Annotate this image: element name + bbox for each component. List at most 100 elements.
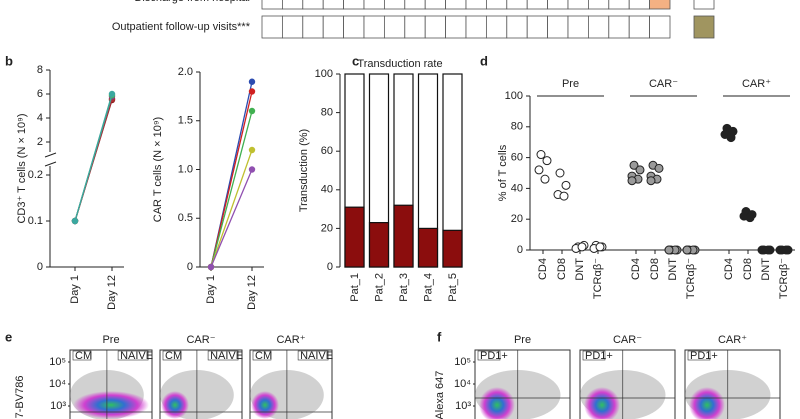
x-tick-label: CD4 bbox=[537, 258, 549, 280]
plot-title: CAR⁺ bbox=[718, 334, 747, 346]
x-tick-label: Pat_5 bbox=[447, 273, 459, 302]
point bbox=[71, 217, 79, 225]
point bbox=[248, 88, 256, 95]
y-tick-label: 20 bbox=[321, 222, 333, 234]
table-cell bbox=[506, 0, 528, 10]
gate-box bbox=[117, 350, 149, 361]
point bbox=[559, 191, 569, 201]
gate-label: PD1+ bbox=[480, 350, 508, 362]
group-label: CAR⁻ bbox=[649, 78, 678, 90]
table-cell bbox=[588, 15, 610, 39]
table-cell bbox=[506, 15, 528, 39]
plot-title: Pre bbox=[514, 334, 531, 346]
point bbox=[654, 163, 664, 173]
density bbox=[689, 387, 725, 419]
table-cell bbox=[281, 15, 304, 39]
table-cell bbox=[588, 0, 610, 10]
point bbox=[555, 168, 565, 178]
y-axis-label: 27-BV786 bbox=[14, 376, 26, 419]
table-cell bbox=[322, 0, 345, 10]
point bbox=[561, 180, 571, 190]
x-tick-label: Pat_2 bbox=[373, 273, 385, 302]
axis-break bbox=[44, 152, 57, 158]
point bbox=[577, 242, 587, 252]
table-cell bbox=[302, 15, 324, 39]
y-tick-label: 10³ bbox=[50, 400, 66, 412]
table-cell bbox=[465, 15, 487, 39]
point bbox=[540, 174, 550, 184]
density bbox=[584, 387, 620, 419]
y-tick-label: 6 bbox=[37, 88, 43, 100]
x-tick-label: Day 1 bbox=[69, 275, 81, 304]
y-tick-label: 10³ bbox=[455, 400, 471, 412]
table-cell bbox=[608, 15, 630, 39]
x-tick-label: CD4 bbox=[630, 258, 642, 280]
gate-label: PD1+ bbox=[585, 350, 613, 362]
y-tick-label: 60 bbox=[321, 145, 333, 157]
plot-title: CAR⁻ bbox=[613, 334, 642, 346]
y-axis-label: % of T cells bbox=[497, 144, 509, 201]
line bbox=[210, 91, 253, 268]
y-tick-label: 100 bbox=[315, 68, 333, 80]
y-tick-label: 2.0 bbox=[178, 66, 193, 78]
table-cell bbox=[383, 15, 406, 39]
y-tick-label: 1.0 bbox=[178, 163, 193, 175]
x-tick-label: DNT bbox=[667, 258, 679, 281]
x-tick-label: TCRαβ⁻ bbox=[685, 258, 697, 299]
point bbox=[682, 245, 692, 255]
x-tick-label: CD4 bbox=[723, 258, 735, 280]
y-tick-label: 0.1 bbox=[28, 215, 43, 227]
density bbox=[479, 387, 515, 419]
y-tick-label: 0 bbox=[37, 261, 43, 273]
panel-label: b bbox=[5, 53, 13, 68]
table-cell bbox=[322, 15, 345, 39]
x-tick-label: DNT bbox=[760, 258, 772, 281]
y-tick-label: 10⁵ bbox=[454, 356, 471, 368]
bar bbox=[417, 227, 439, 268]
table-cell bbox=[693, 0, 715, 10]
table-cell bbox=[261, 0, 283, 10]
row-label: Discharge from hospital bbox=[134, 0, 250, 4]
x-tick-label: Pat_4 bbox=[422, 273, 434, 302]
gate-label: NAIVE bbox=[210, 350, 243, 362]
table-cell bbox=[567, 0, 589, 10]
gate-label: NAIVE bbox=[120, 350, 153, 362]
point bbox=[664, 245, 674, 255]
point bbox=[108, 90, 116, 98]
table-cell bbox=[302, 0, 324, 10]
density bbox=[161, 391, 189, 419]
x-tick-label: TCRαβ⁻ bbox=[778, 258, 790, 299]
x-tick-label: CD8 bbox=[556, 258, 568, 280]
point bbox=[627, 176, 637, 186]
y-tick-label: 40 bbox=[321, 184, 333, 196]
x-tick-label: Day 1 bbox=[205, 275, 217, 304]
y-tick-label: 40 bbox=[511, 182, 523, 194]
panel-label: e bbox=[5, 329, 12, 344]
line bbox=[74, 93, 113, 222]
point bbox=[536, 150, 546, 160]
table-cell bbox=[465, 0, 487, 10]
table-cell bbox=[363, 0, 385, 10]
y-tick-label: 60 bbox=[511, 152, 523, 164]
panel-label: f bbox=[437, 329, 442, 344]
y-tick-label: 10⁵ bbox=[49, 356, 66, 368]
point bbox=[248, 107, 256, 115]
y-tick-label: 80 bbox=[321, 107, 333, 119]
y-tick-label: 0.5 bbox=[178, 212, 193, 224]
plot-title: CAR⁺ bbox=[276, 334, 305, 346]
y-tick-label: 80 bbox=[511, 121, 523, 133]
y-tick-label: 10⁴ bbox=[454, 378, 471, 390]
gate-label: CM bbox=[255, 350, 272, 362]
point bbox=[207, 263, 215, 271]
gate-box bbox=[297, 350, 329, 361]
y-tick-label: 8 bbox=[37, 64, 43, 76]
x-tick-label: CD8 bbox=[742, 258, 754, 280]
point bbox=[635, 165, 645, 175]
y-axis-label: CD3⁺ T cells (N × 10⁹) bbox=[16, 113, 28, 223]
point bbox=[763, 245, 773, 255]
y-axis-label: 1-Alexa 647 bbox=[434, 371, 446, 419]
gate-label: NAIVE bbox=[300, 350, 333, 362]
group-label: Pre bbox=[562, 78, 579, 90]
gate-box bbox=[72, 350, 92, 361]
x-tick-label: Pat_3 bbox=[398, 273, 410, 302]
